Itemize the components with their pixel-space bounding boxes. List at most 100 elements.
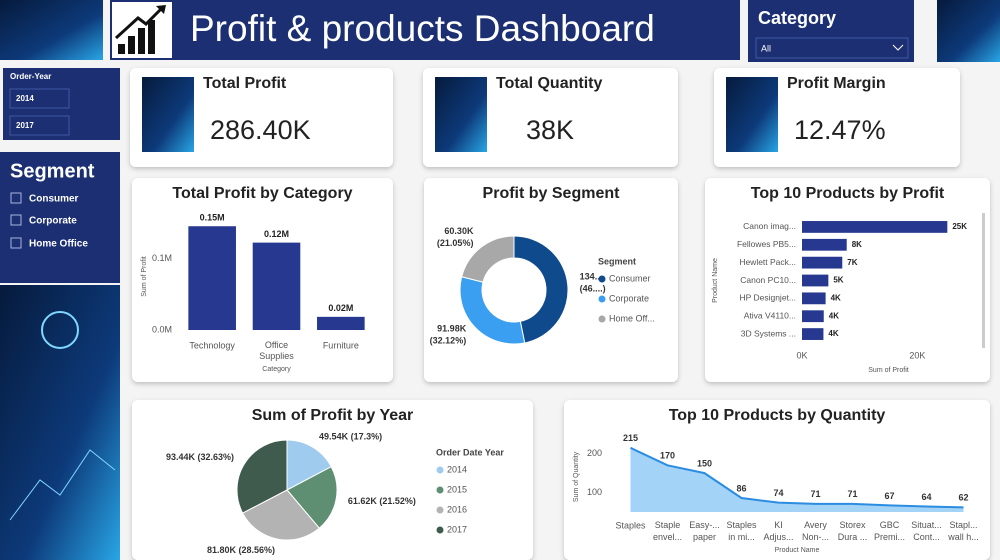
- dropdown-value: All: [761, 43, 771, 53]
- data-label: 71: [810, 489, 820, 499]
- data-label: 4K: [831, 293, 841, 302]
- data-label: 81.80K (28.56%): [207, 545, 275, 555]
- legend-label: 2014: [447, 464, 467, 474]
- y-tick-label: 0.0M: [152, 324, 172, 334]
- y-tick-label: Ativa V4110...: [744, 310, 796, 320]
- chart-title: Total Profit by Category: [172, 185, 352, 202]
- bar: [317, 316, 365, 330]
- axis-title: Product Name: [712, 258, 719, 303]
- kpi-title: Total Profit: [203, 75, 287, 92]
- data-label: 7K: [847, 258, 857, 267]
- slice: [461, 235, 515, 283]
- legend-swatch: [436, 486, 444, 494]
- checkbox[interactable]: [10, 214, 22, 226]
- axis-title: Sum of Quantity: [573, 451, 580, 502]
- header-image: [0, 0, 103, 60]
- data-label: 0.02M: [328, 303, 353, 313]
- data-label: 170: [660, 451, 675, 461]
- slicer-option-label: 2017: [16, 121, 34, 130]
- data-label: 25K: [952, 222, 967, 231]
- data-label: 60.30K (21.05%): [437, 226, 474, 248]
- segment-slicer: [0, 152, 120, 283]
- x-tick-label: Situat... Cont...: [911, 520, 942, 542]
- x-tick-label: Furniture: [323, 340, 359, 350]
- data-label: 62: [958, 493, 968, 503]
- data-label: 93.44K (32.63%): [166, 452, 234, 462]
- axis-title: Sum of Profit: [868, 367, 909, 374]
- data-label: 74: [773, 488, 783, 498]
- bar: [252, 242, 301, 330]
- data-label: 4K: [828, 329, 838, 338]
- axis-title: Category: [262, 366, 291, 373]
- legend-label: Consumer: [609, 273, 651, 283]
- data-label: 150: [697, 458, 712, 468]
- kpi-image: [726, 77, 778, 152]
- bar: [802, 274, 829, 287]
- line: [630, 446, 964, 509]
- legend-swatch: [598, 315, 606, 323]
- legend-title: Order Date Year: [436, 447, 504, 457]
- x-tick-label: Staples in mi...: [726, 520, 757, 542]
- area: [630, 447, 964, 512]
- legend-label: Home Off...: [609, 313, 655, 323]
- legend-swatch: [436, 506, 444, 514]
- axis-title: Sum of Profit: [141, 256, 148, 297]
- x-tick-label: GBC Premi...: [874, 520, 905, 542]
- bar: [802, 292, 826, 305]
- data-label: 61.62K (21.52%): [348, 496, 416, 506]
- kpi-card: [130, 68, 393, 167]
- y-tick-label: 3D Systems ...: [741, 328, 796, 338]
- title-banner: [110, 0, 740, 60]
- y-tick-label: 100: [587, 487, 602, 497]
- x-tick-label: Stapl... wall h...: [947, 520, 979, 542]
- order-year-slicer: [3, 68, 120, 140]
- data-label: 91.98K (32.12%): [430, 324, 467, 346]
- x-tick-label: KI Adjus...: [763, 520, 793, 542]
- checkbox[interactable]: [10, 192, 22, 204]
- data-label: 67: [884, 491, 894, 501]
- slicer-option-label: Home Office: [29, 239, 88, 250]
- data-label: 86: [736, 483, 746, 493]
- kpi-value: 12.47%: [794, 115, 886, 145]
- side-image-detail: [9, 449, 116, 521]
- data-label: 49.54K (17.3%): [319, 431, 382, 441]
- data-label: 215: [623, 433, 638, 443]
- y-tick-label: 0.1M: [152, 253, 172, 263]
- bar: [802, 310, 824, 323]
- slicer-option[interactable]: [9, 115, 70, 136]
- y-tick-label: HP Designjet...: [739, 293, 796, 303]
- slice: [286, 439, 332, 491]
- legend-label: Corporate: [609, 293, 649, 303]
- x-tick-label: 0K: [796, 350, 807, 360]
- chart-title: Profit by Segment: [483, 185, 621, 202]
- dropdown[interactable]: [755, 37, 909, 59]
- data-label: 0.12M: [264, 229, 289, 239]
- x-tick-label: Staples: [615, 520, 646, 530]
- slicer-option[interactable]: [9, 88, 70, 109]
- kpi-image: [435, 77, 487, 152]
- checkbox[interactable]: [10, 237, 22, 249]
- kpi-title: Total Quantity: [496, 75, 602, 92]
- data-label: 134.... (46....): [580, 272, 606, 294]
- slicer-option-label: 2014: [16, 94, 34, 103]
- y-tick-label: Fellowes PB5...: [737, 239, 796, 249]
- data-label: 8K: [852, 240, 862, 249]
- side-image-detail: [41, 311, 79, 349]
- legend-swatch: [598, 295, 606, 303]
- legend-label: 2016: [447, 504, 467, 514]
- data-label: 64: [921, 492, 931, 502]
- x-tick-label: Storex Dura ...: [838, 520, 868, 542]
- slicer-title: Category: [758, 8, 836, 28]
- legend-title: Segment: [598, 256, 636, 266]
- data-label: 4K: [829, 311, 839, 320]
- slicer-title: Order-Year: [10, 72, 51, 81]
- x-tick-label: Office Supplies: [259, 340, 294, 361]
- kpi-value: 286.40K: [210, 115, 311, 145]
- x-tick-label: Technology: [189, 340, 235, 350]
- data-label: 71: [847, 489, 857, 499]
- y-tick-label: Canon imag...: [743, 221, 796, 231]
- header-image: [937, 0, 1000, 62]
- y-tick-label: 200: [587, 448, 602, 458]
- bar: [188, 226, 236, 330]
